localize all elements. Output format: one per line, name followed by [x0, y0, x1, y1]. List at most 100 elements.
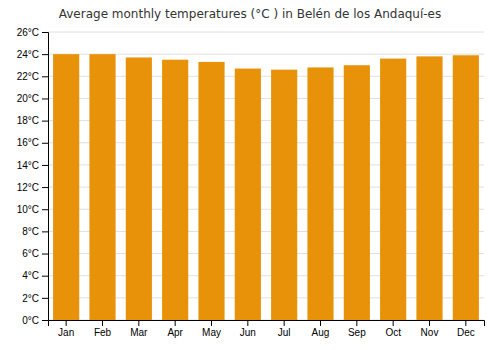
tick-mark [42, 276, 48, 277]
tick-mark [42, 165, 48, 166]
tick: 12°C [17, 182, 48, 193]
tick: 2°C [22, 293, 48, 304]
tick-label: Dec [457, 327, 475, 338]
tick: 16°C [17, 137, 48, 148]
tick: May [202, 320, 221, 338]
bar [307, 67, 333, 320]
tick: Apr [167, 320, 183, 338]
tick: Aug [312, 320, 330, 338]
tick-mark [42, 54, 48, 55]
tick-mark [42, 32, 48, 33]
tick-mark [42, 209, 48, 210]
tick-label: Nov [421, 327, 439, 338]
bar [271, 70, 297, 320]
tick: Jan [58, 320, 74, 338]
tick-label: 24°C [17, 49, 39, 60]
axis-line [49, 321, 485, 327]
bar [380, 59, 406, 320]
bar [126, 57, 152, 320]
plot: 0°C 2°C 4°C 6°C 8°C 10°C 12°C 14°C 16°C 18°C 20°C 2… [17, 27, 485, 338]
tick: 24°C [17, 49, 48, 60]
tick-mark [320, 320, 321, 326]
tick-label: 2°C [22, 293, 39, 304]
grid [48, 32, 484, 320]
tick: 14°C [17, 160, 48, 171]
bar [344, 65, 370, 320]
tick: Dec [457, 320, 475, 338]
tick-mark [356, 320, 357, 326]
tick: Jun [240, 320, 256, 338]
tick-mark [42, 298, 48, 299]
tick-mark [175, 320, 176, 326]
tick: 22°C [17, 71, 48, 82]
bar [53, 54, 79, 320]
tick: 20°C [17, 93, 48, 104]
bar [235, 69, 261, 320]
tick-label: Feb [94, 327, 112, 338]
tick-mark [102, 320, 103, 326]
tick: Sep [348, 320, 366, 338]
tick-label: 0°C [22, 315, 39, 326]
tick-mark [66, 320, 67, 326]
tick-label: Aug [312, 327, 330, 338]
tick: 6°C [22, 248, 48, 259]
chart: Average monthly temperatures (°C ) in Be… [0, 0, 500, 350]
tick-label: 4°C [22, 270, 39, 281]
tick: 4°C [22, 270, 48, 281]
tick-mark [211, 320, 212, 326]
tick-label: 16°C [17, 137, 39, 148]
y-axis: 0°C 2°C 4°C 6°C 8°C 10°C 12°C 14°C 16°C 18°C 20°C 2… [17, 27, 49, 326]
tick-mark [429, 320, 430, 326]
tick-mark [42, 320, 48, 321]
tick-mark [247, 320, 248, 326]
bar [416, 56, 442, 320]
tick-mark [465, 320, 466, 326]
tick-label: 22°C [17, 71, 39, 82]
tick-label: 10°C [17, 204, 39, 215]
tick-label: Jan [58, 327, 74, 338]
bars [53, 54, 479, 320]
tick: Jul [278, 320, 291, 338]
tick-label: 14°C [17, 160, 39, 171]
tick: Nov [421, 320, 439, 338]
tick-label: Jul [278, 327, 291, 338]
tick-mark [138, 320, 139, 326]
tick: 0°C [22, 315, 48, 326]
tick: 26°C [17, 27, 48, 38]
tick: Oct [385, 320, 401, 338]
tick-mark [42, 254, 48, 255]
bar [162, 60, 188, 320]
tick: 10°C [17, 204, 48, 215]
tick-label: Apr [167, 327, 183, 338]
tick-label: 12°C [17, 182, 39, 193]
x-axis: Jan Feb Mar Apr May Jun Jul Aug Sep Oct Nov Dec [49, 320, 485, 338]
tick-label: 18°C [17, 115, 39, 126]
tick-mark [42, 98, 48, 99]
tick-mark [393, 320, 394, 326]
grid-line [48, 32, 484, 33]
tick: Feb [94, 320, 112, 338]
tick-label: May [202, 327, 221, 338]
tick-mark [42, 121, 48, 122]
tick-label: 8°C [22, 226, 39, 237]
tick: 8°C [22, 226, 48, 237]
tick-mark [42, 231, 48, 232]
tick-mark [42, 76, 48, 77]
axis-line [42, 33, 49, 321]
title: Average monthly temperatures (°C ) in Be… [59, 7, 442, 21]
tick: 18°C [17, 115, 48, 126]
tick-label: 26°C [17, 27, 39, 38]
bar [198, 62, 224, 320]
tick: Mar [130, 320, 148, 338]
tick-label: Jun [240, 327, 256, 338]
tick-label: Sep [348, 327, 366, 338]
tick-label: Oct [385, 327, 401, 338]
bar [453, 55, 479, 320]
tick-label: Mar [130, 327, 148, 338]
tick-label: 20°C [17, 93, 39, 104]
tick-mark [42, 143, 48, 144]
tick-mark [42, 187, 48, 188]
tick-mark [284, 320, 285, 326]
bar [89, 54, 115, 320]
tick-label: 6°C [22, 248, 39, 259]
